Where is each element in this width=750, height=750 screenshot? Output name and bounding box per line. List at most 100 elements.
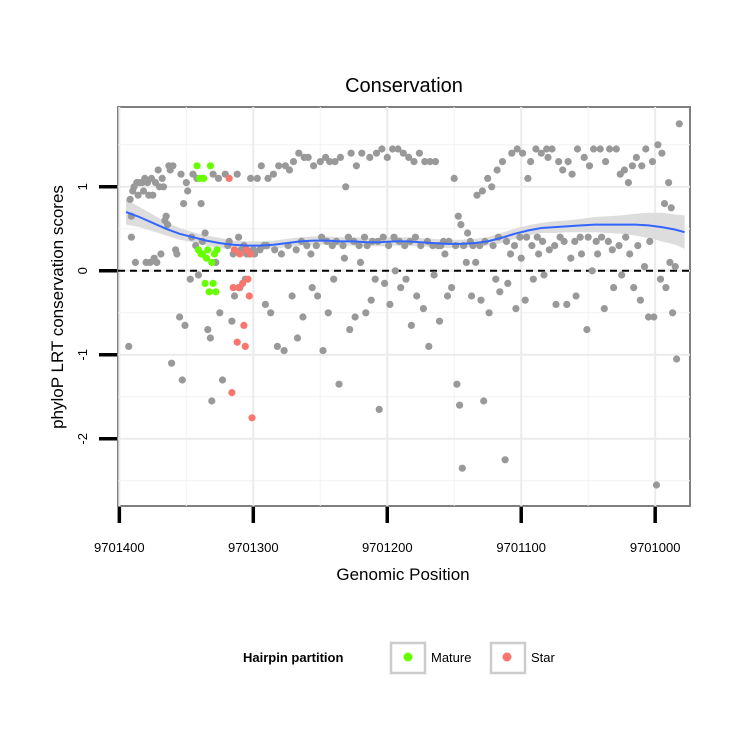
point-other [555, 158, 563, 166]
point-other [261, 300, 269, 308]
point-star [236, 250, 244, 258]
point-other [513, 145, 521, 153]
point-other [389, 145, 397, 153]
point-star [240, 321, 248, 329]
point-other [552, 300, 560, 308]
point-other [289, 158, 298, 166]
point-other [153, 258, 161, 266]
point-other [441, 250, 449, 258]
point-other [545, 246, 553, 254]
point-other [139, 187, 148, 195]
point-mature [213, 246, 221, 254]
point-other [134, 191, 142, 199]
point-other [347, 149, 355, 157]
point-other [539, 237, 547, 245]
point-other [519, 149, 527, 157]
point-other [596, 145, 604, 153]
point-other [194, 271, 202, 279]
point-other [480, 397, 488, 405]
point-other [564, 158, 572, 166]
smooth-trend [125, 211, 685, 247]
point-other [656, 275, 665, 283]
point-other [405, 153, 413, 161]
point-star [248, 414, 256, 422]
point-other [458, 464, 466, 472]
point-other [346, 326, 354, 334]
point-other [407, 321, 415, 329]
point-other [399, 149, 407, 157]
point-star [230, 246, 239, 254]
point-other [186, 275, 194, 283]
point-other [379, 233, 387, 241]
point-other [650, 313, 658, 321]
point-other [634, 242, 642, 250]
point-other [510, 242, 519, 250]
point-mature [208, 258, 216, 266]
point-other [468, 292, 476, 300]
legend-dot-star [502, 652, 512, 662]
point-other [421, 158, 429, 166]
point-other [473, 191, 481, 199]
point-other [158, 174, 166, 182]
point-other [180, 200, 188, 208]
point-other [206, 334, 214, 342]
point-other [493, 166, 501, 174]
legend-dot-mature [403, 652, 413, 662]
point-other [324, 309, 332, 317]
point-other [535, 250, 543, 258]
point-other [632, 153, 641, 161]
point-other [516, 233, 524, 241]
point-other [318, 233, 326, 241]
point-other [543, 145, 551, 153]
point-star [239, 279, 247, 287]
point-other [506, 250, 515, 258]
point-other [544, 153, 552, 161]
point-other [675, 120, 683, 128]
point-other [204, 326, 212, 334]
point-other [435, 317, 444, 325]
point-other [478, 187, 486, 195]
point-other [176, 313, 184, 321]
point-other [319, 347, 327, 355]
point-star [229, 284, 237, 292]
point-other [453, 380, 461, 388]
point-other [665, 179, 673, 187]
point-other [615, 242, 623, 250]
point-other [391, 267, 399, 275]
point-other [131, 258, 139, 266]
point-other [450, 174, 458, 182]
point-other [426, 158, 434, 166]
point-other [360, 233, 369, 241]
point-other [571, 237, 579, 245]
x-tick-label: 9701400 [94, 540, 145, 555]
point-other [598, 233, 606, 241]
legend-label-mature: Mature [431, 650, 471, 665]
point-other [529, 275, 537, 283]
point-other [197, 200, 205, 208]
point-other [362, 309, 370, 317]
point-other [584, 233, 592, 241]
point-other [169, 162, 177, 170]
point-other [157, 250, 165, 258]
point-other [626, 250, 634, 258]
point-other [168, 359, 176, 367]
point-other [331, 158, 339, 166]
point-other [233, 170, 241, 178]
point-other [253, 174, 261, 182]
point-other [642, 145, 650, 153]
point-other [235, 233, 243, 241]
point-other [604, 237, 612, 245]
point-other [257, 162, 265, 170]
y-tick-label: 1 [75, 183, 90, 190]
point-other [648, 158, 657, 166]
point-other [430, 271, 438, 279]
point-mature [200, 174, 208, 182]
point-other [410, 158, 418, 166]
point-other [352, 162, 360, 170]
point-other [126, 195, 134, 203]
point-other [654, 141, 662, 149]
point-star [247, 250, 255, 258]
point-other [528, 242, 536, 250]
point-other [413, 292, 421, 300]
point-mature [202, 254, 210, 262]
